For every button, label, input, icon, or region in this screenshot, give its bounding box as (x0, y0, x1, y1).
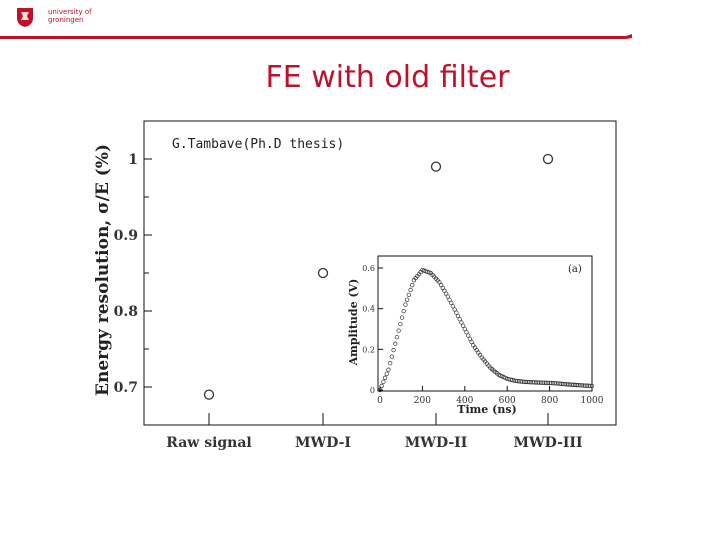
inset-data-point (398, 321, 403, 327)
inset-data-point (457, 317, 462, 322)
inset-y-tick-label: 0.6 (362, 264, 375, 273)
inset-y-tick-label: 0 (370, 386, 375, 395)
inset-data-point (393, 341, 398, 346)
university-wordmark: university of groningen (48, 8, 92, 24)
inset-y-axis-label: Amplitude (V) (347, 279, 360, 367)
brand-line-2: groningen (48, 16, 84, 24)
x-tick-label: Raw signal (166, 435, 252, 451)
inset-x-tick-label: 600 (499, 396, 516, 406)
inset-y-tick-label: 0.4 (362, 305, 375, 314)
y-tick-label: 0.9 (114, 228, 138, 244)
inset-data-point (454, 310, 459, 315)
inset-y-tick-label: 0.2 (362, 345, 375, 354)
y-tick-label: 0.8 (114, 304, 138, 320)
inset-x-tick-label: 1000 (581, 396, 604, 406)
inset-data-point (377, 387, 383, 393)
slide-title: FE with old filter (265, 60, 510, 95)
inset-x-tick-label: 400 (456, 396, 473, 406)
inset-data-point (466, 333, 471, 338)
inset-data-point (401, 308, 406, 314)
inset-data-point (388, 361, 393, 366)
x-tick-label: MWD-II (405, 435, 468, 451)
header-red-rule (0, 34, 632, 39)
brand-line-1: university of (48, 8, 92, 16)
inset-x-axis-label: Time (ns) (457, 403, 516, 416)
inset-x-tick-label: 200 (414, 396, 431, 406)
inset-data-point (588, 383, 593, 389)
inset-data-point (450, 304, 456, 309)
y-tick-label: 0.7 (114, 380, 138, 396)
inset-data-point (589, 383, 595, 389)
inset-data-point (379, 383, 384, 389)
inset-data-point (386, 367, 391, 372)
inset-plot-frame (377, 255, 593, 392)
inset-data-point (408, 287, 413, 293)
inset-data-point (447, 297, 452, 302)
inset-data-point (464, 330, 469, 335)
inset-data-point (452, 307, 457, 312)
data-point (203, 389, 215, 400)
data-point (317, 267, 329, 279)
inset-annotation: (a) (568, 264, 582, 275)
x-tick-label: MWD-III (513, 435, 582, 451)
inset-data-point (467, 336, 473, 341)
y-axis-label: Energy resolution, σ/E (%) (93, 144, 113, 396)
data-point (430, 161, 442, 172)
inset-data-point (399, 315, 405, 320)
inset-data-point (404, 297, 410, 302)
inset-data-point (382, 375, 388, 380)
inset-data-point (455, 313, 461, 319)
inset-x-tick-label: 0 (377, 396, 383, 406)
inset-data-point (389, 354, 395, 359)
y-tick-label: 1 (128, 152, 138, 168)
chart-caption: G.Tambave(Ph.D thesis) (172, 137, 344, 152)
inset-data-point (396, 328, 401, 333)
inset-data-point (469, 339, 474, 345)
inset-x-tick-label: 800 (541, 396, 558, 406)
inset-data-point (460, 323, 466, 328)
inset-data-point (449, 300, 454, 306)
inset-data-point (384, 371, 389, 376)
lion-crest-icon (17, 8, 33, 27)
inset-data-point (403, 302, 408, 307)
inset-data-point (462, 326, 467, 332)
inset-data-point (406, 292, 411, 297)
inset-data-point (394, 334, 400, 340)
inset-data-point (381, 379, 386, 385)
inset-data-point (445, 294, 450, 299)
data-point (542, 153, 554, 165)
x-tick-label: MWD-I (295, 435, 351, 451)
inset-data-point (410, 282, 415, 288)
inset-data-point (391, 347, 396, 353)
inset-data-point (459, 320, 464, 325)
slide-header: university of groningen (0, 0, 720, 40)
